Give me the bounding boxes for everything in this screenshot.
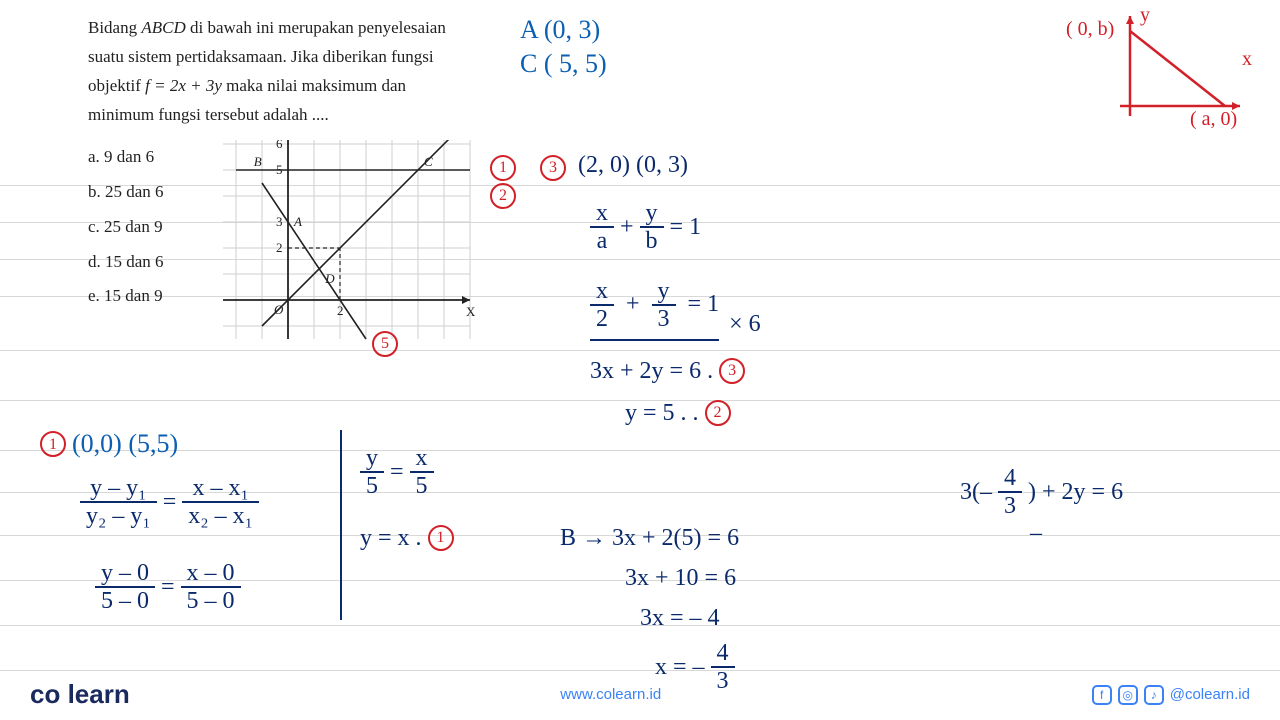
facebook-icon: f — [1092, 685, 1112, 705]
hand-point-c: C ( 5, 5) — [520, 50, 607, 79]
option-b: b. 25 dan 6 — [88, 175, 164, 210]
hand-point-a: A (0, 3) — [520, 16, 600, 45]
divider-vertical — [340, 430, 342, 620]
svg-text:B: B — [254, 154, 262, 169]
hand-b1: B → 3x + 2(5) = 6 — [560, 525, 739, 551]
problem-l3b: maka nilai maksimum dan — [222, 76, 406, 95]
hand-b3: 3x = – 4 — [640, 605, 720, 631]
hand-slope-form: y – y₁y₂ – y₁ = x – x₁x₂ – x₁ — [80, 475, 259, 530]
footer-socials: f ◎ ♪ @colearn.id — [1092, 685, 1250, 705]
hand-b2: 3x + 10 = 6 — [625, 565, 736, 591]
corner-diagram: ( 0, b) ( a, 0) y x — [1060, 6, 1260, 131]
corner-x: x — [1242, 48, 1252, 70]
svg-text:C: C — [424, 154, 433, 169]
hand-line1-head: 1 (0,0) (5,5) — [40, 430, 178, 459]
hand-y5x5: y5 = x5 — [360, 445, 434, 500]
footer-url: www.colearn.id — [560, 686, 661, 703]
problem-formula: f = 2x + 3y — [145, 76, 222, 95]
hand-intercept-form: xa + yb = 1 — [590, 200, 701, 255]
hand-sub2: – — [1030, 520, 1042, 546]
corner-y: y — [1140, 4, 1150, 26]
problem-l3a: objektif — [88, 76, 145, 95]
circ-2b-icon: 2 — [705, 400, 731, 426]
option-c: c. 25 dan 9 — [88, 210, 164, 245]
footer: co learn www.colearn.id f ◎ ♪ @colearn.i… — [30, 679, 1250, 710]
footer-handle: @colearn.id — [1170, 686, 1250, 703]
circ-2-icon: 2 — [490, 183, 516, 209]
hand-intercept-23: x2 + y3 = 1 × 6 — [590, 278, 757, 341]
svg-text:D: D — [324, 271, 335, 286]
svg-text:3: 3 — [276, 214, 283, 229]
svg-text:X: X — [466, 304, 476, 319]
instagram-icon: ◎ — [1118, 685, 1138, 705]
svg-text:O: O — [274, 302, 284, 317]
circ-1b-icon: 1 — [40, 431, 66, 457]
svg-text:5: 5 — [276, 162, 283, 177]
svg-text:2: 2 — [337, 303, 344, 318]
corner-0b: ( 0, b) — [1066, 18, 1114, 40]
problem-l1a: Bidang — [88, 18, 141, 37]
hand-slope-00: y – 05 – 0 = x – 05 – 0 — [95, 560, 241, 615]
problem-text: Bidang ABCD di bawah ini merupakan penye… — [88, 14, 488, 130]
hand-eq2: y = 5 . . 2 — [625, 400, 731, 426]
circ-1-icon: 1 — [490, 155, 516, 181]
option-e: e. 15 dan 9 — [88, 279, 164, 314]
problem-l4: minimum fungsi tersebut adalah .... — [88, 105, 329, 124]
svg-text:2: 2 — [276, 240, 283, 255]
corner-a0: ( a, 0) — [1190, 108, 1237, 130]
problem-l2: suatu sistem pertidaksamaan. Jika diberi… — [88, 47, 434, 66]
hand-line3-pts: (2, 0) (0, 3) — [578, 152, 688, 178]
problem-abcd: ABCD — [141, 18, 185, 37]
coordinate-chart: XYOABCD23562 — [218, 140, 498, 365]
option-a: a. 9 dan 6 — [88, 140, 164, 175]
svg-text:A: A — [293, 214, 302, 229]
logo: co learn — [30, 679, 130, 710]
option-d: d. 15 dan 6 — [88, 245, 164, 280]
hand-yx: y = x . 1 — [360, 525, 454, 551]
hand-sub1: 3(– 43 ) + 2y = 6 — [960, 465, 1123, 520]
circ-1c-icon: 1 — [428, 525, 454, 551]
circ-5-icon: 5 — [372, 331, 398, 357]
svg-text:6: 6 — [276, 140, 283, 151]
problem-l1b: di bawah ini merupakan penyelesaian — [186, 18, 446, 37]
circ-3-icon: 3 — [540, 155, 566, 181]
circ-3b-icon: 3 — [719, 358, 745, 384]
answer-options: a. 9 dan 6 b. 25 dan 6 c. 25 dan 9 d. 15… — [88, 140, 164, 314]
tiktok-icon: ♪ — [1144, 685, 1164, 705]
hand-eq3: 3x + 2y = 6 . 3 — [590, 358, 745, 384]
